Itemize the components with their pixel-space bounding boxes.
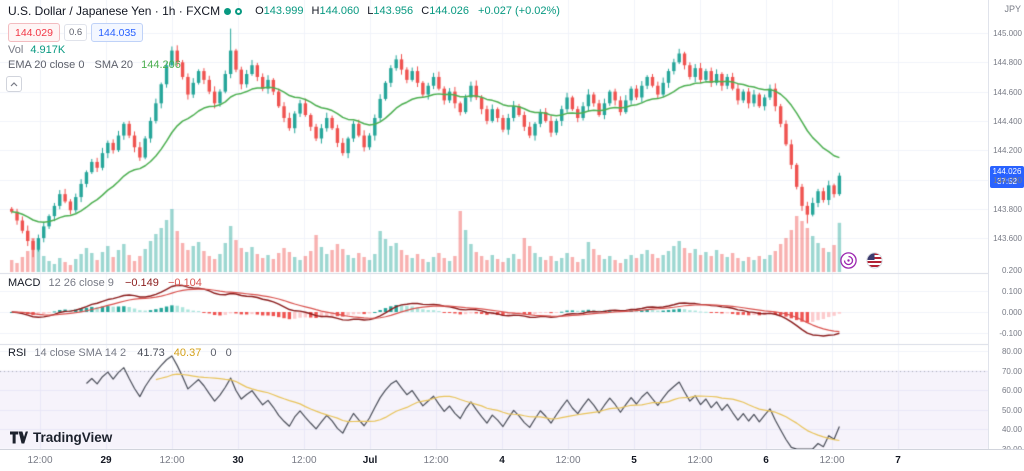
time-axis-label: 12:00 [555, 455, 581, 466]
price-axis-label: 143.800 [993, 204, 1022, 214]
sell-bid-button[interactable]: 144.029 [8, 23, 60, 42]
time-axis-label: 12:00 [687, 455, 713, 466]
rsi-axis-label: 60.00 [1001, 386, 1022, 396]
us-flag-event-icon[interactable] [866, 252, 883, 269]
rsi-sma-value: 40.37 [173, 347, 202, 359]
time-axis-label: 12:00 [159, 455, 185, 466]
time-axis-label: 30 [232, 455, 244, 466]
chevron-up-icon [10, 81, 18, 86]
tradingview-logo-text: TradingView [33, 430, 113, 445]
rsi-axis-label: 40.00 [1001, 425, 1022, 435]
symbol-legend[interactable]: U.S. Dollar / Japanese Yen · 1h · FXCM O… [8, 4, 560, 18]
time-axis-label: 12:00 [291, 455, 317, 466]
time-axis-label: 4 [499, 455, 505, 466]
time-axis-label: 5 [631, 455, 637, 466]
price-scale[interactable]: JPY 144.026 37:52 145.000 144.800 144.600 1… [988, 0, 1024, 454]
cyclone-event-icon[interactable] [840, 252, 857, 269]
bid-ask-row: 144.029 0.6 144.035 [8, 23, 144, 42]
buy-ask-button[interactable]: 144.035 [91, 23, 144, 42]
macd-value: −0.149 [124, 277, 159, 289]
price-axis-label: 144.000 [993, 175, 1022, 185]
time-axis-label: 12:00 [819, 455, 845, 466]
time-axis-label: 6 [763, 455, 769, 466]
tradingview-logo[interactable]: TradingView [10, 430, 112, 445]
time-axis-label: 12:00 [27, 455, 53, 466]
chart-canvas[interactable] [0, 0, 988, 449]
price-change: +0.027 (+0.02%) [478, 5, 560, 17]
symbol-title: U.S. Dollar / Japanese Yen · 1h · FXCM [8, 4, 221, 18]
macd-legend[interactable]: MACD 12 26 close 9 −0.149 −0.104 [8, 277, 202, 289]
pane-separator-macd[interactable] [0, 273, 988, 274]
macd-axis-label: 0.100 [1001, 287, 1022, 296]
bar-countdown: 37:52 [996, 177, 1018, 186]
macd-axis-label: 0.200 [1001, 266, 1022, 275]
legend-collapse-button[interactable] [6, 76, 22, 92]
macd-axis-label: -0.100 [999, 329, 1022, 338]
rsi-legend[interactable]: RSI 14 close SMA 14 2 41.73 40.37 0 0 [8, 347, 232, 359]
currency-label: JPY [1004, 4, 1021, 14]
time-scale[interactable]: 12:00 29 12:00 30 12:00 Jul 12:00 4 12:00 5 12:00 6… [0, 449, 1024, 471]
market-status-ring-icon [235, 7, 243, 15]
ma-legend[interactable]: EMA 20 close 0 SMA 20 144.206 [8, 59, 181, 71]
time-axis-label: Jul [362, 455, 378, 466]
tradingview-logo-icon [10, 431, 28, 444]
ohlc-readout: O143.999 H144.060 L143.956 C144.026 +0.0… [255, 5, 560, 17]
price-axis-label: 144.200 [993, 146, 1022, 156]
ma-value: 144.206 [141, 59, 181, 71]
price-axis-label: 144.400 [993, 116, 1022, 126]
event-icons [840, 252, 883, 269]
price-axis-label: 143.600 [993, 234, 1022, 244]
pane-separator-rsi[interactable] [0, 344, 988, 345]
time-axis-label: 29 [100, 455, 112, 466]
macd-signal-value: −0.104 [167, 277, 202, 289]
price-axis-label: 144.800 [993, 58, 1022, 68]
rsi-axis-label: 50.00 [1001, 405, 1022, 415]
rsi-axis-label: 80.00 [1001, 347, 1022, 356]
time-axis-label: 7 [895, 455, 901, 466]
volume-legend[interactable]: Vol 4.917K [8, 44, 66, 56]
price-axis-label: 145.000 [993, 29, 1022, 38]
volume-value: 4.917K [30, 44, 66, 56]
last-price-value: 144.026 [992, 167, 1022, 176]
last-price-badge[interactable]: 144.026 37:52 [990, 166, 1024, 188]
price-axis-label: 144.600 [993, 87, 1022, 97]
macd-axis-label: 0.000 [1001, 308, 1022, 317]
time-axis-label: 12:00 [423, 455, 449, 466]
spread-value: 0.6 [63, 24, 88, 41]
rsi-value: 41.73 [137, 347, 165, 359]
rsi-axis-label: 70.00 [1001, 366, 1022, 376]
market-status-dot-icon [224, 7, 232, 15]
